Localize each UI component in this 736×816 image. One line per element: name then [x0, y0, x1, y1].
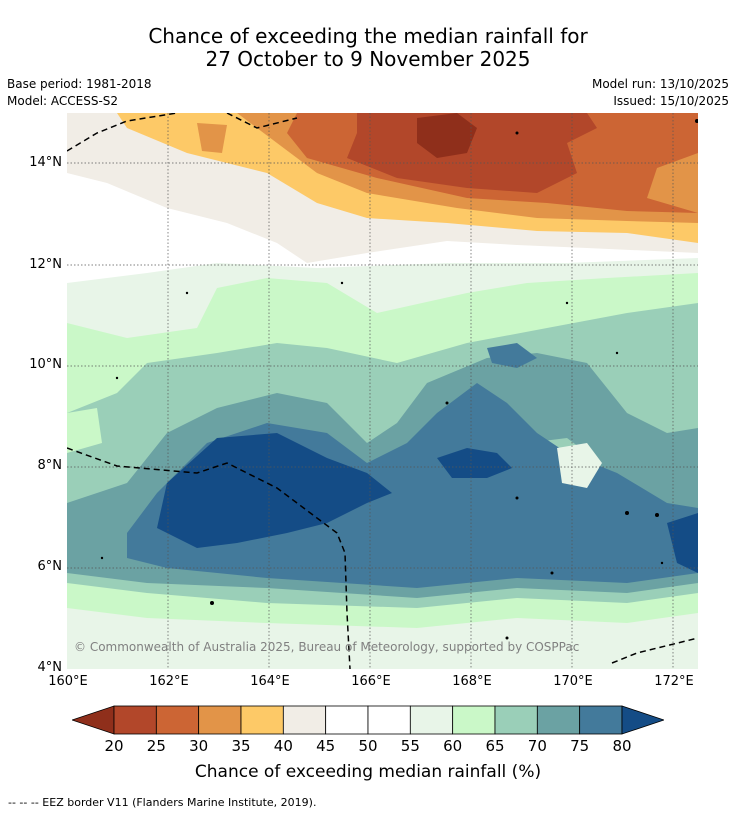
lon-label-160e: 160°E: [48, 674, 88, 689]
colorbar-segment-55-60: [409, 705, 454, 735]
zone-60-cutout: [87, 278, 177, 323]
model-run: Model run: 13/10/2025: [591, 77, 729, 91]
colorbar-tick-55: 55: [400, 737, 420, 755]
colorbar-extend-high: [621, 705, 666, 735]
zone-25: [347, 113, 597, 193]
lon-label-172e: 172°E: [654, 674, 694, 689]
islands: [100, 119, 698, 640]
zone-80-north: [487, 343, 537, 368]
colorbar-extend-low: [70, 705, 115, 735]
colorbar-tick-20: 20: [104, 737, 124, 755]
lat-label-12n: 12°N: [29, 257, 62, 272]
lat-label-14n: 14°N: [29, 155, 62, 170]
colorbar-tick-80: 80: [612, 737, 632, 755]
colorbar-segment-50-55: [367, 705, 411, 735]
lon-label-168e: 168°E: [452, 674, 492, 689]
lat-label-8n: 8°N: [37, 458, 63, 473]
colorbar-segment-35-40: [240, 705, 284, 735]
issued-date: Issued: 15/10/2025: [613, 94, 729, 108]
map-canvas: [67, 113, 698, 669]
zone-85: [157, 433, 392, 548]
map-title-line-1: Chance of exceeding the median rainfall …: [148, 24, 588, 48]
colorbar-tick-60: 60: [443, 737, 463, 755]
lon-label-170e: 170°E: [553, 674, 593, 689]
colorbar-segment-75-80: [579, 705, 623, 735]
colorbar-tick-65: 65: [485, 737, 505, 755]
colorbar-tick-25: 25: [146, 737, 166, 755]
lat-label-4n: 4°N: [37, 660, 63, 675]
zone-85-east: [437, 448, 512, 478]
copyright-notice: © Commonwealth of Australia 2025, Bureau…: [74, 640, 580, 654]
graticule: [67, 113, 698, 669]
zone-65-patch-west: [67, 408, 102, 453]
lon-label-166e: 166°E: [351, 674, 391, 689]
colorbar-segment-20-25: [113, 705, 157, 735]
eez-border: [67, 113, 698, 669]
lon-label-164e: 164°E: [250, 674, 290, 689]
colorbar-tick-40: 40: [273, 737, 293, 755]
colorbar-segment-65-70: [494, 705, 538, 735]
colorbar-segment-30-35: [198, 705, 242, 735]
colorbar-graphic: [70, 705, 666, 735]
colorbar-tick-35: 35: [231, 737, 251, 755]
lat-label-6n: 6°N: [37, 559, 63, 574]
zone-85-southeast: [667, 513, 698, 573]
zone-60-patch: [557, 443, 602, 488]
map-title-line-2: 27 October to 9 November 2025: [205, 47, 531, 71]
colorbar-tick-45: 45: [316, 737, 336, 755]
colorbar-tick-75: 75: [570, 737, 590, 755]
colorbar: [70, 705, 666, 735]
eez-footnote: -- -- -- EEZ border V11 (Flanders Marine…: [8, 796, 317, 809]
zone-35-patch: [197, 123, 227, 153]
colorbar-label: Chance of exceeding median rainfall (%): [194, 762, 542, 782]
rainfall-map: [67, 113, 698, 669]
colorbar-segment-40-45: [282, 705, 327, 735]
base-period: Base period: 1981-2018: [7, 77, 152, 91]
lon-label-162e: 162°E: [149, 674, 189, 689]
colorbar-tick-70: 70: [527, 737, 547, 755]
colorbar-segment-25-30: [155, 705, 200, 735]
colorbar-segment-45-50: [325, 705, 369, 735]
lat-label-10n: 10°N: [29, 357, 62, 372]
colorbar-tick-30: 30: [189, 737, 209, 755]
zone-20: [417, 113, 477, 158]
model-name: Model: ACCESS-S2: [7, 94, 119, 108]
colorbar-segment-60-65: [452, 705, 496, 735]
colorbar-tick-50: 50: [358, 737, 378, 755]
colorbar-segment-70-75: [536, 705, 581, 735]
